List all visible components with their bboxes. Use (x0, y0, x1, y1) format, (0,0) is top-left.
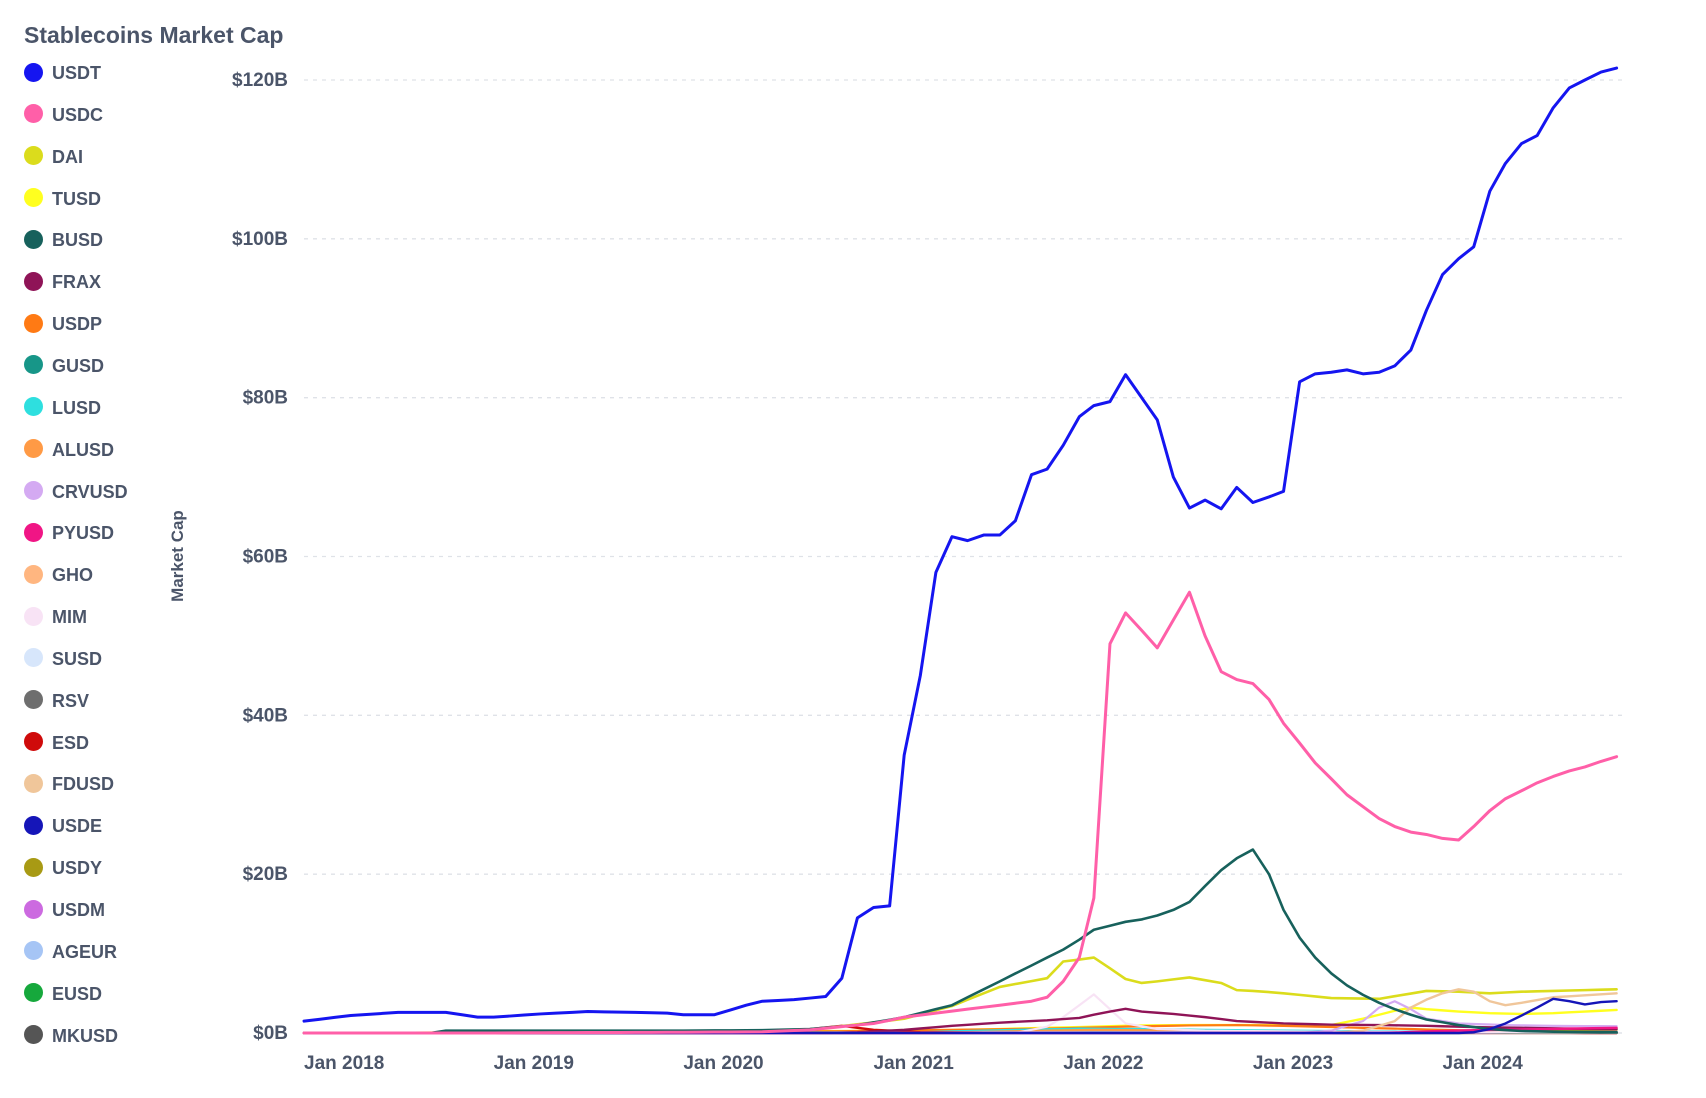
svg-text:$80B: $80B (243, 388, 288, 409)
svg-text:$20B: $20B (243, 864, 288, 885)
svg-text:$100B: $100B (232, 229, 288, 250)
svg-text:Jan 2022: Jan 2022 (1063, 1053, 1143, 1074)
svg-text:Jan 2023: Jan 2023 (1253, 1053, 1333, 1074)
svg-text:Jan 2019: Jan 2019 (494, 1053, 574, 1074)
svg-text:$40B: $40B (243, 705, 288, 726)
svg-text:Jan 2020: Jan 2020 (683, 1053, 763, 1074)
svg-text:Jan 2018: Jan 2018 (304, 1053, 384, 1074)
svg-text:Jan 2024: Jan 2024 (1443, 1053, 1524, 1074)
svg-text:$60B: $60B (243, 547, 288, 568)
svg-text:$120B: $120B (232, 70, 288, 91)
svg-text:$0B: $0B (253, 1023, 288, 1044)
svg-text:Jan 2021: Jan 2021 (874, 1053, 955, 1074)
